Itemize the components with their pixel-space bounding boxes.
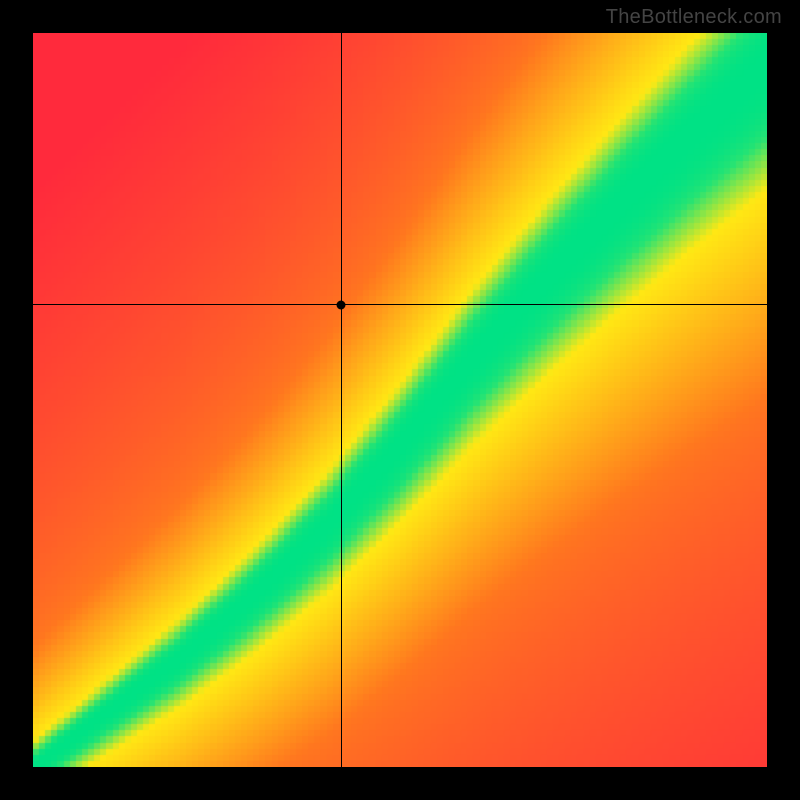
plot-area (33, 33, 767, 767)
marker-dot (337, 300, 346, 309)
crosshair-horizontal (33, 304, 767, 305)
heatmap-canvas (33, 33, 767, 767)
chart-container: TheBottleneck.com (0, 0, 800, 800)
watermark-text: TheBottleneck.com (606, 6, 782, 29)
crosshair-vertical (341, 33, 342, 767)
